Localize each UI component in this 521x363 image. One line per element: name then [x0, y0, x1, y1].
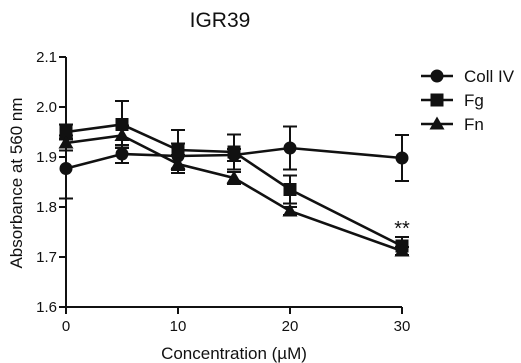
legend: Coll IV Fg Fn: [421, 67, 515, 134]
x-tick-label: 10: [170, 318, 187, 335]
x-tick-label: 30: [394, 318, 411, 335]
chart-title: IGR39: [190, 9, 251, 32]
data-point: [282, 203, 298, 217]
legend-label: Coll IV: [464, 67, 515, 86]
data-point: [59, 162, 73, 175]
annotation-layer: **: [394, 218, 410, 240]
data-point: [171, 143, 185, 157]
y-tick-label: 1.9: [36, 149, 57, 166]
series-line: [65, 134, 403, 253]
data-point: [170, 156, 186, 170]
legend-marker: [429, 116, 445, 130]
y-tick-label: 2.0: [36, 99, 57, 116]
series-layer: [58, 100, 410, 257]
x-tick-label: 0: [62, 318, 70, 335]
series-line: [65, 123, 403, 248]
series-line: [65, 146, 403, 170]
data-point: [226, 170, 242, 184]
data-point: [395, 151, 409, 165]
x-tick-label: 20: [282, 318, 299, 335]
data-point: [283, 141, 297, 155]
y-tick-label: 1.6: [36, 299, 57, 316]
legend-marker: [430, 93, 444, 107]
data-point: [227, 145, 241, 159]
y-axis-title: Absorbance at 560 nm: [7, 97, 26, 268]
legend-label: Fg: [464, 91, 484, 110]
legend-label: Fn: [464, 115, 484, 134]
legend-item: Coll IV: [421, 67, 515, 86]
y-tick-label: 1.7: [36, 249, 57, 266]
x-axis-title: Concentration (µM): [161, 344, 307, 363]
y-tick-label: 2.1: [36, 49, 57, 66]
significance-annotation: **: [394, 218, 410, 240]
data-point: [58, 135, 74, 149]
data-point: [283, 183, 297, 196]
data-point: [114, 128, 130, 141]
axes: 1.6 1.7 1.8 1.9 2.0 2.1 0 10 20 30: [36, 49, 410, 335]
legend-marker: [430, 69, 444, 83]
series-fn: [58, 124, 410, 257]
legend-item: Fg: [421, 91, 484, 110]
data-point: [115, 147, 129, 161]
y-tick-label: 1.8: [36, 199, 57, 216]
legend-item: Fn: [421, 115, 484, 134]
data-point: [394, 243, 410, 257]
